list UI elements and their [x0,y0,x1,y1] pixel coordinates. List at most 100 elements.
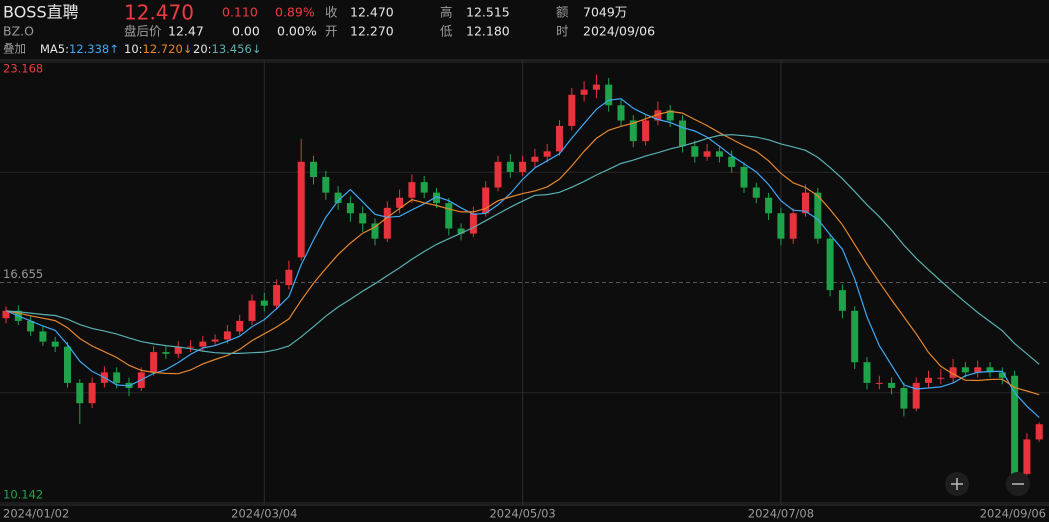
candle-body [666,110,674,121]
candle-body [162,352,170,354]
candle [925,370,932,388]
candle-body [2,310,10,319]
candle-body [469,213,477,234]
candle [39,326,47,346]
candle [27,316,35,336]
candle [666,104,674,127]
candle [777,208,785,246]
y-tick-label: 23.168 [3,62,43,76]
candle-body [236,320,244,332]
ma-legend-name: 20: [193,42,212,56]
candle-body [826,238,834,291]
open: 12.270 [350,24,394,39]
change: 0.110 [222,5,258,20]
candle [248,294,256,325]
candle [310,155,317,185]
candle-body [765,197,773,214]
candle-body [875,382,883,384]
candle-body [789,213,797,239]
candle-body [457,228,465,234]
candle-body [433,192,440,204]
candle [875,375,883,390]
y-tick-label: 16.655 [3,267,43,281]
candle [531,148,539,168]
candle [162,345,170,359]
ma-line [5,110,1040,396]
candle [51,336,59,353]
candle-body [814,192,822,239]
candle-body [51,341,59,347]
candle-body [802,192,809,214]
candle-body [998,372,1006,378]
open-label: 开 [325,24,338,39]
candle [285,260,293,290]
candle [814,187,822,244]
stock-name: BOSS直聘 [3,3,79,22]
candle [150,345,158,376]
candle-body [912,382,920,409]
price: 12.470 [124,1,194,25]
candle [223,324,231,344]
amount: 7049万 [583,5,627,20]
symbol: BZ.O [3,24,34,39]
candle-body [285,269,293,286]
ma-legend-value: 13.456 [212,42,252,56]
x-tick-label: 2024/01/02 [3,507,69,521]
candle [346,196,354,222]
candle [765,192,773,221]
x-tick-label: 2024/07/08 [748,507,814,521]
candle [740,162,748,193]
candle-body [371,223,379,239]
candle [420,176,428,199]
candle [543,143,551,163]
candle-body [187,346,194,348]
candle-body [334,192,342,204]
close-label: 收 [325,5,338,20]
time-label: 时 [556,24,569,39]
candle-body [396,197,404,208]
candle [961,362,969,378]
candle-body [420,182,428,193]
candle-body [679,120,686,147]
candle [703,143,711,161]
candle-body [629,120,637,142]
candle [728,150,736,173]
candle-body [482,187,490,214]
after-change: 0.00 [232,24,260,39]
candle [642,115,650,146]
candle-body [27,320,35,332]
high-label: 高 [440,5,453,20]
close: 12.470 [350,5,394,20]
candle [76,379,84,424]
candle [334,186,342,210]
zoom-out[interactable] [1006,472,1030,496]
x-tick-label: 2024/05/03 [489,507,555,521]
candle [371,218,379,246]
candle [396,189,404,214]
candle [1035,422,1043,442]
candle-body [838,290,846,311]
candle [174,341,182,359]
candle [605,77,613,112]
candle [482,181,490,217]
candle [187,340,194,353]
candle-body [974,367,982,373]
zoom-in[interactable] [945,472,969,496]
candle [445,198,453,236]
candle-body [506,161,514,172]
overlay-button[interactable]: 叠加 [3,42,26,56]
candle-body [494,161,502,188]
candle [888,377,896,395]
candle-body [383,207,391,239]
candle [826,233,834,297]
candle-body [592,84,600,90]
candle [433,187,440,209]
candle [519,155,527,177]
candle-body [863,362,871,383]
after-label: 盘后价 [124,24,162,39]
x-tick-label: 2024/03/04 [231,507,297,521]
candle-body [728,156,736,167]
candle-body [445,203,453,229]
candle [900,382,908,417]
